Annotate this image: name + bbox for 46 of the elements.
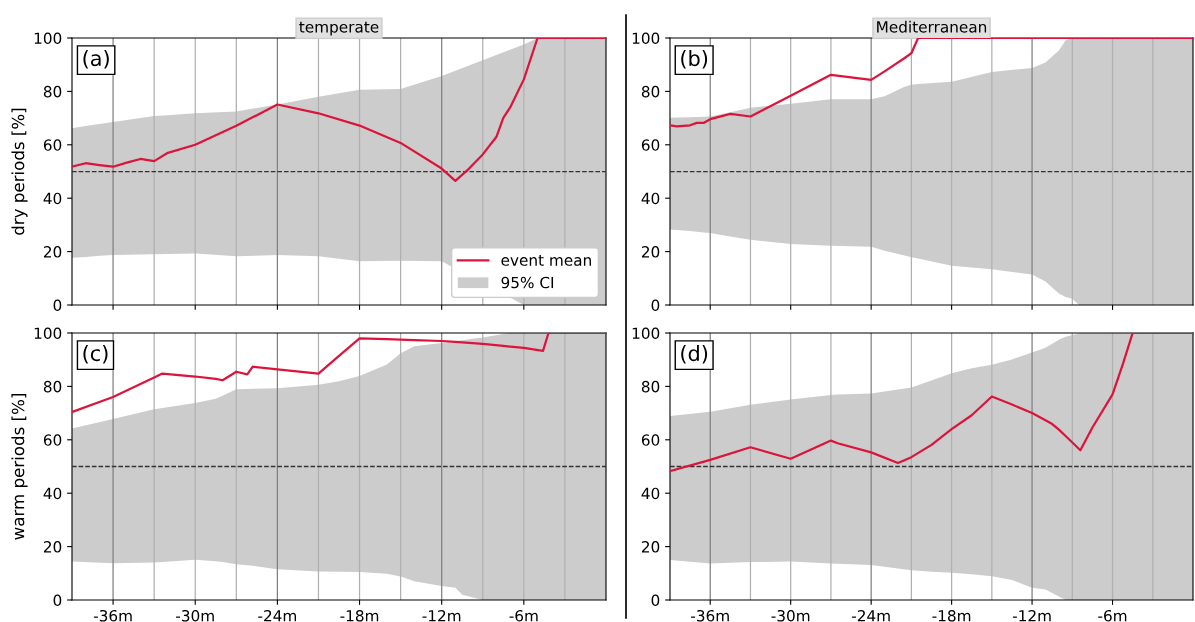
y-tick-label: 60	[43, 139, 62, 151]
y-tick-label: 80	[43, 380, 62, 393]
x-tick-label: -36m	[93, 609, 132, 622]
x-tick-label: -36m	[691, 609, 729, 622]
y-tick-label: 80	[43, 85, 62, 98]
y-tick-label: 0	[651, 299, 660, 312]
y-tick-label: 20	[641, 246, 660, 258]
y-tick-label: 40	[641, 192, 660, 205]
x-tick-label: -6m	[1098, 609, 1127, 622]
y-tick-label: 40	[43, 192, 62, 205]
y-tick-label: 100	[632, 327, 660, 340]
y-tick-label: 100	[632, 32, 660, 45]
x-tick-label: -30m	[771, 609, 810, 622]
y-axis-title: warm periods [%]	[11, 394, 28, 540]
y-tick-label: 0	[651, 594, 660, 607]
annotation: (b)	[681, 50, 708, 69]
legend-label: event mean	[501, 254, 591, 266]
chart-title: temperate	[299, 21, 379, 36]
y-tick-label: 20	[43, 541, 62, 553]
annotation: (d)	[681, 345, 708, 364]
x-tick-label: -12m	[1012, 609, 1051, 622]
annotation: (c)	[83, 345, 108, 364]
y-tick-label: 80	[641, 380, 660, 393]
x-tick-label: -18m	[340, 609, 379, 622]
y-axis-title: dry periods [%]	[11, 108, 28, 235]
legend-label: 95% CI	[501, 276, 554, 289]
y-tick-label: 0	[53, 299, 62, 312]
y-tick-label: 60	[641, 434, 660, 446]
y-tick-label: 60	[43, 434, 62, 446]
y-tick-label: 100	[34, 327, 62, 340]
y-tick-label: 40	[43, 487, 62, 500]
y-tick-label: 60	[641, 139, 660, 151]
x-tick-label: -30m	[176, 609, 214, 622]
x-tick-label: -6m	[509, 609, 538, 622]
y-tick-label: 80	[641, 85, 660, 98]
y-tick-label: 100	[34, 32, 62, 45]
x-tick-label: -12m	[422, 609, 461, 622]
annotation: (a)	[83, 50, 109, 69]
y-tick-label: 40	[641, 487, 660, 500]
y-tick-label: 20	[641, 541, 660, 553]
x-tick-label: -24m	[851, 609, 890, 622]
y-tick-label: 0	[53, 594, 62, 607]
x-tick-label: -24m	[258, 609, 297, 622]
y-tick-label: 20	[43, 246, 62, 258]
x-tick-label: -18m	[932, 609, 971, 622]
chart-title: Mediterranean	[877, 20, 987, 33]
